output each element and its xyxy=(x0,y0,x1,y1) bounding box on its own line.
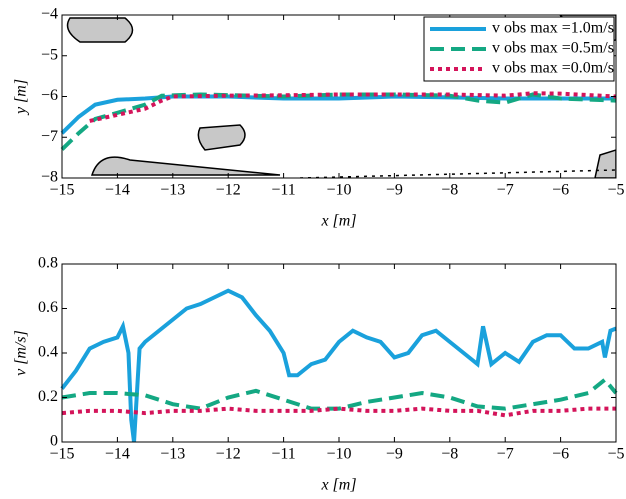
y-axis-label: v [m/s] xyxy=(13,330,30,376)
x-tick-label: −11 xyxy=(271,446,295,463)
series-line xyxy=(62,291,616,442)
x-tick-label: −10 xyxy=(326,446,351,463)
x-tick-label: −9 xyxy=(386,446,403,463)
x-tick-label: −5 xyxy=(607,182,624,199)
x-tick-label: −12 xyxy=(216,446,241,463)
x-tick-label: −13 xyxy=(160,446,185,463)
x-tick-label: −7 xyxy=(497,182,514,199)
y-tick-label: 0.2 xyxy=(38,388,58,405)
legend-label: v obs max =0.0m/s xyxy=(492,60,614,77)
y-tick-label: −4 xyxy=(41,6,58,23)
y-tick-label: −7 xyxy=(41,128,58,145)
x-tick-label: −6 xyxy=(552,446,569,463)
x-axis-label: x [m] xyxy=(320,213,356,230)
legend-label: v obs max =0.5m/s xyxy=(492,40,614,57)
figure: −15−14−13−12−11−10−9−8−7−6−5−8−7−6−5−4x … xyxy=(0,0,626,499)
y-tick-label: −6 xyxy=(41,87,58,104)
x-tick-label: −7 xyxy=(497,446,514,463)
plots: −15−14−13−12−11−10−9−8−7−6−5−8−7−6−5−4x … xyxy=(13,6,625,494)
x-tick-label: −14 xyxy=(105,182,130,199)
x-tick-label: −5 xyxy=(607,446,624,463)
x-tick-label: −6 xyxy=(552,182,569,199)
y-tick-label: 0 xyxy=(50,433,58,450)
x-tick-label: −13 xyxy=(160,182,185,199)
x-tick-label: −8 xyxy=(441,446,458,463)
plot-frame xyxy=(62,264,616,442)
y-tick-label: 0.6 xyxy=(38,299,58,316)
series-line xyxy=(62,380,616,409)
x-tick-label: −14 xyxy=(105,446,130,463)
y-axis-label: y [m] xyxy=(13,79,30,116)
x-tick-label: −10 xyxy=(326,182,351,199)
x-tick-label: −11 xyxy=(271,182,295,199)
y-tick-label: 0.8 xyxy=(38,255,58,272)
y-tick-label: −8 xyxy=(41,169,58,186)
legend-label: v obs max =1.0m/s xyxy=(492,20,614,37)
x-tick-label: −9 xyxy=(386,182,403,199)
x-tick-label: −8 xyxy=(441,182,458,199)
x-axis-label: x [m] xyxy=(320,477,356,494)
y-tick-label: −5 xyxy=(41,46,58,63)
series-line xyxy=(62,97,616,134)
x-tick-label: −12 xyxy=(216,182,241,199)
series-line xyxy=(62,94,616,149)
y-tick-label: 0.4 xyxy=(38,344,58,361)
